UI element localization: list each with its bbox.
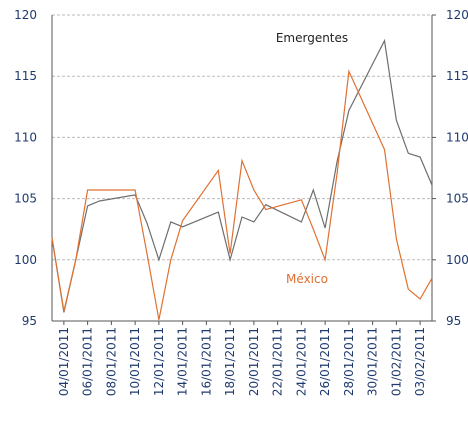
y2-tick-label: 110 bbox=[446, 130, 468, 144]
x-tick-label: 12/01/2011 bbox=[152, 327, 166, 396]
y2-tick-label: 95 bbox=[446, 314, 461, 328]
x-tick-label: 03/02/2011 bbox=[413, 327, 427, 396]
x-tick-label: 18/01/2011 bbox=[223, 327, 237, 396]
x-tick-label: 26/01/2011 bbox=[318, 327, 332, 396]
y2-tick-label: 100 bbox=[446, 253, 468, 267]
x-tick-label: 14/01/2011 bbox=[176, 327, 190, 396]
x-tick-label: 10/01/2011 bbox=[128, 327, 142, 396]
y-tick-label: 95 bbox=[22, 314, 37, 328]
series-label: Emergentes bbox=[276, 31, 348, 45]
x-tick-label: 24/01/2011 bbox=[294, 327, 308, 396]
y-tick-label: 105 bbox=[14, 192, 37, 206]
y-tick-label: 110 bbox=[14, 130, 37, 144]
y2-tick-label: 120 bbox=[446, 8, 468, 22]
x-tick-label: 06/01/2011 bbox=[81, 327, 95, 396]
x-tick-label: 20/01/2011 bbox=[247, 327, 261, 396]
x-tick-label: 22/01/2011 bbox=[271, 327, 285, 396]
x-tick-label: 30/01/2011 bbox=[366, 327, 380, 396]
series-line bbox=[51, 38, 433, 313]
x-tick-label: 28/01/2011 bbox=[342, 327, 356, 396]
x-tick-label: 01/02/2011 bbox=[389, 327, 403, 396]
y-tick-label: 115 bbox=[14, 69, 37, 83]
x-tick-label: 16/01/2011 bbox=[199, 327, 213, 396]
y-tick-label: 120 bbox=[14, 8, 37, 22]
x-tick-label: 04/01/2011 bbox=[57, 327, 71, 396]
series-line bbox=[51, 69, 433, 320]
y-tick-label: 100 bbox=[14, 253, 37, 267]
y2-tick-label: 105 bbox=[446, 192, 468, 206]
series-label: México bbox=[286, 272, 328, 286]
y2-tick-label: 115 bbox=[446, 69, 468, 83]
x-tick-label: 08/01/2011 bbox=[104, 327, 118, 396]
